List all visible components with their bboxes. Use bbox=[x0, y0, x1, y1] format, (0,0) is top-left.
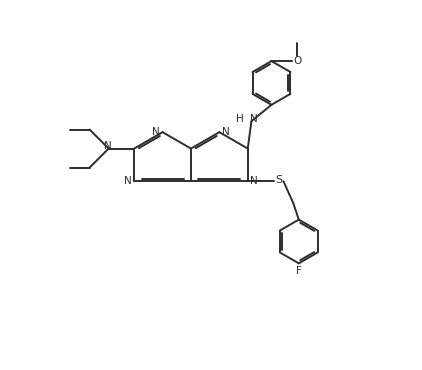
Text: N: N bbox=[222, 127, 230, 137]
Text: N: N bbox=[104, 141, 112, 151]
Text: O: O bbox=[293, 56, 301, 66]
Text: H: H bbox=[236, 114, 243, 124]
Text: N: N bbox=[124, 176, 132, 186]
Text: F: F bbox=[296, 266, 302, 276]
Text: N: N bbox=[250, 176, 258, 186]
Text: N: N bbox=[250, 114, 257, 124]
Text: N: N bbox=[152, 127, 160, 137]
Text: S: S bbox=[275, 175, 282, 185]
